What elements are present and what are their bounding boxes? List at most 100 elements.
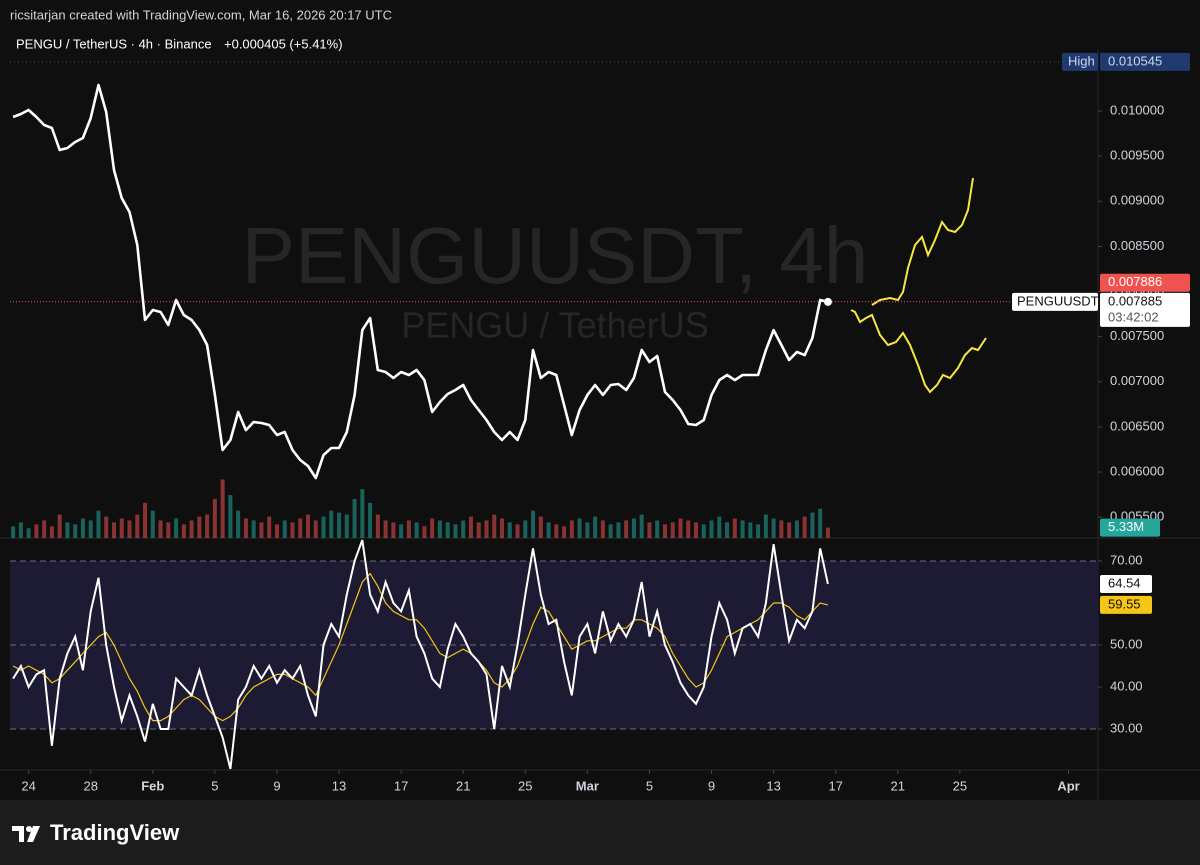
volume-bar: [701, 524, 706, 538]
watermark: PENGUUSDT, 4h: [242, 211, 869, 300]
x-tick-label: 25: [518, 778, 532, 793]
volume-bar: [88, 520, 93, 538]
volume-bar: [531, 510, 536, 538]
volume-bar: [577, 518, 582, 538]
volume-bar: [694, 522, 699, 538]
y-tick-label: 0.008500: [1110, 238, 1164, 253]
volume-bar: [406, 520, 411, 538]
volume-bar: [725, 522, 730, 538]
y-tick-label: 0.009500: [1110, 148, 1164, 163]
volume-bar: [802, 516, 807, 538]
volume-bar: [267, 516, 272, 538]
x-tick-label: 25: [953, 778, 967, 793]
volume-bar: [608, 524, 613, 538]
volume-bar: [236, 510, 241, 538]
logo: TradingView: [50, 820, 180, 845]
volume-bar: [228, 495, 233, 538]
high-name: High: [1068, 53, 1095, 68]
rsi-value: 64.54: [1108, 575, 1141, 590]
volume-bar: [825, 527, 830, 538]
volume-bar: [282, 520, 287, 538]
volume-bar: [523, 520, 528, 538]
volume-bar: [189, 520, 194, 538]
x-tick-label: 17: [828, 778, 842, 793]
volume-label-box: [1100, 518, 1160, 537]
volume-bar: [243, 518, 248, 538]
x-tick-label: 9: [708, 778, 715, 793]
volume-bar: [197, 516, 202, 538]
volume-bar: [437, 520, 442, 538]
volume-bar: [631, 518, 636, 538]
x-tick-label: 21: [891, 778, 905, 793]
volume-bar: [290, 522, 295, 538]
countdown: 03:42:02: [1108, 309, 1159, 324]
volume-bar: [337, 512, 342, 538]
volume-bar: [740, 520, 745, 538]
x-tick-label: Mar: [576, 778, 599, 793]
volume-bar: [732, 518, 737, 538]
volume-bar: [756, 524, 761, 538]
volume-bar: [344, 514, 349, 538]
rsi-tick-label: 40.00: [1110, 678, 1143, 693]
volume-bar: [507, 522, 512, 538]
rsi-tick-label: 30.00: [1110, 720, 1143, 735]
volume-bar: [73, 524, 78, 538]
volume-bar: [220, 479, 225, 538]
volume-bar: [65, 522, 70, 538]
volume-bar: [329, 510, 334, 538]
volume-bar: [305, 514, 310, 538]
rsi-value-box: [1100, 595, 1152, 614]
logo-icon: [12, 826, 40, 842]
volume-bar: [11, 526, 16, 538]
volume-bar: [119, 518, 124, 538]
x-tick-label: 9: [273, 778, 280, 793]
symbol: PENGU / TetherUS · 4h · Binance: [16, 36, 212, 51]
high-value-box: [1100, 52, 1190, 71]
volume-bar: [538, 516, 543, 538]
volume-bar: [42, 520, 47, 538]
volume-bar: [399, 524, 404, 538]
high-value: 0.010545: [1108, 53, 1162, 68]
volume-bar: [624, 520, 629, 538]
volume-bar: [18, 522, 23, 538]
volume-bar: [298, 518, 303, 538]
y-tick-label: 0.010000: [1110, 102, 1164, 117]
volume-bar: [515, 524, 520, 538]
rsi-line: [12, 539, 829, 770]
projection-up: [871, 177, 974, 306]
rsi-value: 59.55: [1108, 596, 1141, 611]
x-tick-label: 5: [646, 778, 653, 793]
volume-bar: [593, 516, 598, 538]
volume-bar: [794, 520, 799, 538]
y-tick-label: 0.007000: [1110, 373, 1164, 388]
x-tick-label: 5: [211, 778, 218, 793]
volume-bar: [96, 510, 101, 538]
volume-bar: [205, 514, 210, 538]
volume-bar: [585, 522, 590, 538]
volume-bar: [135, 514, 140, 538]
volume-bar: [127, 520, 132, 538]
volume-bar: [763, 514, 768, 538]
volume-bar: [787, 522, 792, 538]
volume-bar: [111, 522, 116, 538]
volume-bar: [500, 518, 505, 538]
volume-bar: [158, 520, 163, 538]
volume-bar: [546, 522, 551, 538]
x-tick-label: Apr: [1057, 778, 1079, 793]
volume-bar: [717, 516, 722, 538]
volume-bar: [709, 520, 714, 538]
x-tick-label: 17: [394, 778, 408, 793]
volume-bar: [321, 516, 326, 538]
rsi-value-box: [1100, 574, 1152, 593]
volume-bar: [104, 516, 109, 538]
volume-bar: [360, 489, 365, 538]
volume-bar: [57, 514, 62, 538]
volume-bar: [445, 522, 450, 538]
x-tick-label: 13: [332, 778, 346, 793]
volume-bar: [569, 520, 574, 538]
volume-bar: [181, 524, 186, 538]
x-tick-label: Feb: [141, 778, 164, 793]
volume-bar: [80, 518, 85, 538]
projection-down: [850, 309, 987, 394]
